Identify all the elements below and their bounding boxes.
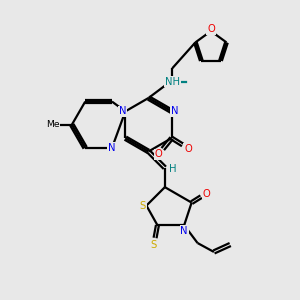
Text: O: O	[207, 24, 215, 34]
Text: S: S	[151, 239, 157, 250]
Text: N: N	[171, 106, 178, 116]
Text: NH: NH	[165, 76, 180, 87]
Text: N: N	[180, 226, 188, 236]
Text: N: N	[108, 143, 116, 153]
Text: Me: Me	[46, 120, 59, 129]
Text: S: S	[140, 201, 146, 211]
Text: O: O	[202, 189, 210, 199]
Text: O: O	[154, 149, 162, 160]
Text: O: O	[184, 143, 192, 154]
Text: H: H	[169, 164, 177, 174]
Text: N: N	[118, 106, 126, 116]
